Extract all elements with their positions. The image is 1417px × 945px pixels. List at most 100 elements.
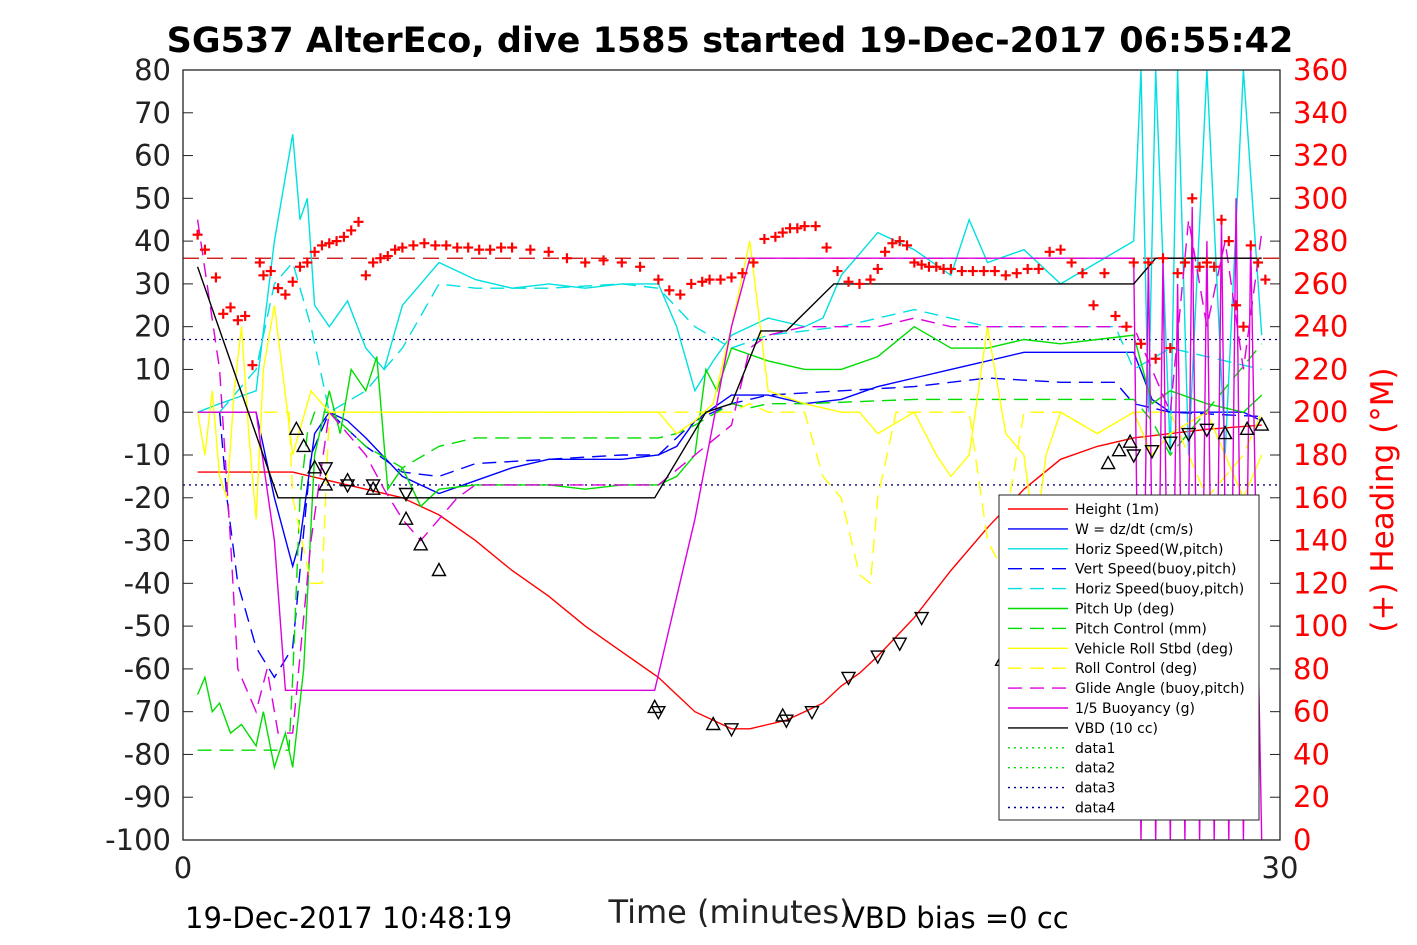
y2-tick-label: 360 bbox=[1293, 53, 1348, 87]
y2-tick-label: 60 bbox=[1293, 695, 1330, 729]
y2-tick-label: 320 bbox=[1293, 139, 1348, 173]
heading-point bbox=[353, 216, 364, 227]
legend-label: Pitch Control (mm) bbox=[1075, 621, 1207, 637]
legend-entry-w-dz-dt-cm-s: W = dz/dt (cm/s) bbox=[1008, 522, 1194, 538]
heading-point bbox=[792, 223, 803, 234]
triangle-up-marker bbox=[1100, 455, 1116, 470]
heading-point bbox=[1260, 274, 1271, 285]
heading-point bbox=[664, 285, 675, 296]
heading-point bbox=[1201, 257, 1212, 268]
legend-entry-pitch-control-mm: Pitch Control (mm) bbox=[1008, 621, 1207, 637]
heading-point bbox=[1000, 270, 1011, 281]
legend-entry-glide-angle-buoy-pitch: Glide Angle (buoy,pitch) bbox=[1008, 681, 1245, 697]
legend-label: Horiz Speed(buoy,pitch) bbox=[1075, 582, 1244, 598]
y2-tick-label: 140 bbox=[1293, 524, 1348, 558]
legend-entry-vert-speed-buoy-pitch: Vert Speed(buoy,pitch) bbox=[1008, 562, 1237, 578]
heading-point bbox=[346, 225, 357, 236]
heading-point bbox=[309, 246, 320, 257]
heading-point bbox=[485, 244, 496, 255]
heading-point bbox=[1179, 257, 1190, 268]
heading-point bbox=[777, 227, 788, 238]
heading-point bbox=[232, 315, 243, 326]
heading-point bbox=[1099, 268, 1110, 279]
heading-point bbox=[390, 244, 401, 255]
heading-point bbox=[759, 233, 770, 244]
heading-point bbox=[653, 274, 664, 285]
heading-point bbox=[1128, 257, 1139, 268]
heading-point bbox=[894, 236, 905, 247]
triangle-up-marker bbox=[1111, 442, 1127, 457]
series-line-w-dz-dt-cm-s bbox=[197, 351, 1262, 569]
heading-point bbox=[452, 242, 463, 253]
triangle-down-marker bbox=[892, 637, 908, 652]
heading-point bbox=[1150, 353, 1161, 364]
y2-tick-label: 260 bbox=[1293, 267, 1348, 301]
x-tick-label: 0 bbox=[174, 851, 192, 885]
right-axis-label: (+) Heading (°M) bbox=[1365, 367, 1401, 632]
legend-entry-1-5-buoyancy-g: 1/5 Buoyancy (g) bbox=[1008, 701, 1195, 717]
heading-point bbox=[902, 240, 913, 251]
legend-label: data2 bbox=[1075, 761, 1115, 777]
y2-tick-label: 220 bbox=[1293, 352, 1348, 386]
heading-point bbox=[254, 257, 265, 268]
heading-point bbox=[1143, 257, 1154, 268]
heading-point bbox=[1044, 246, 1055, 257]
heading-point bbox=[463, 242, 474, 253]
heading-point bbox=[561, 253, 572, 264]
heading-point bbox=[225, 302, 236, 313]
y2-tick-label: 180 bbox=[1293, 438, 1348, 472]
heading-point bbox=[408, 240, 419, 251]
y-tick-label: -100 bbox=[105, 823, 171, 857]
legend-label: data3 bbox=[1075, 781, 1115, 797]
triangle-up-marker bbox=[295, 437, 312, 453]
heading-point bbox=[218, 308, 229, 319]
heading-point bbox=[1121, 321, 1132, 332]
y2-tick-label: 0 bbox=[1293, 823, 1311, 857]
heading-point bbox=[338, 231, 349, 242]
heading-point bbox=[580, 257, 591, 268]
heading-point bbox=[1022, 263, 1033, 274]
legend-entry-pitch-up-deg: Pitch Up (deg) bbox=[1008, 602, 1174, 618]
triangle-down-marker bbox=[365, 479, 381, 494]
heading-point bbox=[989, 266, 1000, 277]
footer-timestamp: 19-Dec-2017 10:48:19 bbox=[185, 901, 512, 935]
y-tick-label: -10 bbox=[124, 438, 171, 472]
series-line-vehicle-roll-stbd-deg bbox=[196, 240, 1263, 541]
triangle-up-marker bbox=[365, 480, 381, 495]
x-tick-label: 30 bbox=[1262, 851, 1299, 885]
heading-point bbox=[931, 261, 942, 272]
triangle-down-marker bbox=[1199, 423, 1215, 438]
heading-point bbox=[821, 242, 832, 253]
legend: Height (1m) W = dz/dt (cm/s) Horiz Speed(W… bbox=[998, 494, 1260, 821]
y-tick-label: 20 bbox=[134, 310, 171, 344]
heading-point bbox=[810, 221, 821, 232]
legend-label: data4 bbox=[1075, 801, 1116, 817]
heading-point bbox=[967, 266, 978, 277]
heading-point bbox=[331, 236, 342, 247]
heading-point bbox=[598, 255, 609, 266]
heading-point bbox=[302, 257, 313, 268]
legend-entries: Height (1m) W = dz/dt (cm/s) Horiz Speed(W… bbox=[1008, 502, 1245, 817]
y2-tick-label: 20 bbox=[1293, 780, 1330, 814]
y2-tick-label: 160 bbox=[1293, 481, 1348, 515]
triangle-down-marker bbox=[339, 479, 356, 494]
legend-label: W = dz/dt (cm/s) bbox=[1075, 522, 1194, 538]
legend-entry-height-1m: Height (1m) bbox=[1008, 502, 1159, 518]
heading-point bbox=[441, 240, 452, 251]
heading-point bbox=[770, 231, 781, 242]
y-tick-label: -20 bbox=[124, 481, 171, 515]
heading-point bbox=[430, 240, 441, 251]
heading-point bbox=[375, 253, 386, 264]
heading-point bbox=[887, 238, 898, 249]
legend-label: Horiz Speed(W,pitch) bbox=[1075, 542, 1223, 558]
heading-point bbox=[916, 259, 927, 270]
heading-point bbox=[474, 244, 485, 255]
heading-point bbox=[686, 278, 697, 289]
heading-point bbox=[697, 276, 708, 287]
heading-point bbox=[287, 276, 298, 287]
y-tick-label: -80 bbox=[124, 737, 171, 771]
y2-tick-label: 200 bbox=[1293, 395, 1348, 429]
series-line-1-5-buoyancy-g bbox=[197, 198, 1263, 841]
heading-point bbox=[737, 268, 748, 279]
heading-point bbox=[843, 276, 854, 287]
